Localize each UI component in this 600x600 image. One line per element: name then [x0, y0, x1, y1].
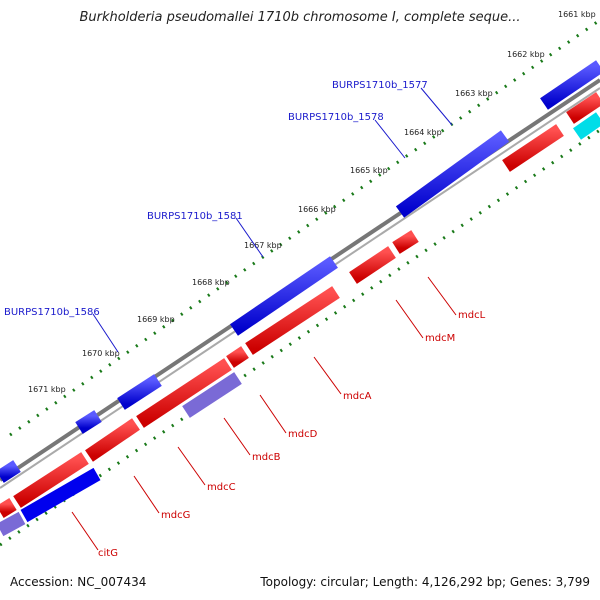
tick-label: 1669 kbp — [137, 315, 175, 324]
gene-feature — [0, 498, 17, 518]
gene-label: mdcB — [252, 452, 281, 463]
gene-label: mdcG — [161, 510, 190, 521]
gene-label: BURPS1710b_1586 — [4, 307, 100, 318]
gene-feature — [0, 460, 21, 483]
forward-gene-labels: BURPS1710b_1577 BURPS1710b_1578 BURPS171… — [4, 80, 453, 353]
tick-label: 1667 kbp — [244, 241, 282, 250]
map-title: Burkholderia pseudomallei 1710b chromoso… — [79, 10, 521, 25]
tick-label: 1661 kbp — [558, 10, 596, 19]
gene-label: BURPS1710b_1578 — [288, 112, 384, 123]
gene-feature — [226, 346, 249, 368]
accession-text: Accession: NC_007434 — [10, 575, 147, 589]
tick-label: 1668 kbp — [192, 278, 230, 287]
gene-feature — [0, 511, 26, 537]
tick-label: 1662 kbp — [507, 50, 545, 59]
gene-feature — [136, 358, 232, 428]
gene-feature — [540, 60, 600, 110]
gene-label: mdcC — [207, 482, 236, 493]
gene-feature — [20, 467, 101, 523]
tick-label: 1665 kbp — [350, 166, 388, 175]
forward-genes — [0, 60, 600, 483]
gene-label: mdcA — [343, 391, 372, 402]
gene-feature — [117, 374, 162, 410]
gene-feature — [502, 124, 564, 172]
tick-labels: 1661 kbp 1662 kbp 1663 kbp 1664 kbp 1665… — [28, 10, 596, 394]
gene-feature — [392, 230, 419, 254]
gene-feature — [85, 418, 140, 462]
gene-feature — [13, 452, 89, 508]
gene-feature — [566, 92, 600, 124]
gene-label: citG — [98, 548, 118, 559]
gene-feature — [349, 246, 396, 284]
gene-label: BURPS1710b_1581 — [147, 211, 243, 222]
gene-feature — [182, 372, 242, 418]
reverse-genes — [0, 92, 600, 518]
other-genes — [0, 112, 600, 537]
summary-text: Topology: circular; Length: 4,126,292 bp… — [260, 575, 590, 589]
gene-feature — [395, 130, 510, 218]
tick-label: 1664 kbp — [404, 128, 442, 137]
gene-label: mdcL — [458, 310, 486, 321]
outer-tick-track — [9, 18, 600, 437]
gene-label: mdcD — [288, 429, 318, 440]
tick-label: 1663 kbp — [455, 89, 493, 98]
gene-feature — [245, 286, 340, 355]
gene-feature — [573, 112, 600, 140]
tick-label: 1670 kbp — [82, 349, 120, 358]
inner-tick-track — [0, 128, 600, 547]
gene-label: mdcM — [425, 333, 455, 344]
tick-label: 1666 kbp — [298, 205, 336, 214]
gene-feature — [230, 256, 338, 336]
gene-label: BURPS1710b_1577 — [332, 80, 428, 91]
gene-feature — [75, 410, 102, 434]
reverse-gene-labels: mdcL mdcM mdcA mdcD mdcB mdcC mdcG citG — [71, 276, 486, 559]
tick-label: 1671 kbp — [28, 385, 66, 394]
